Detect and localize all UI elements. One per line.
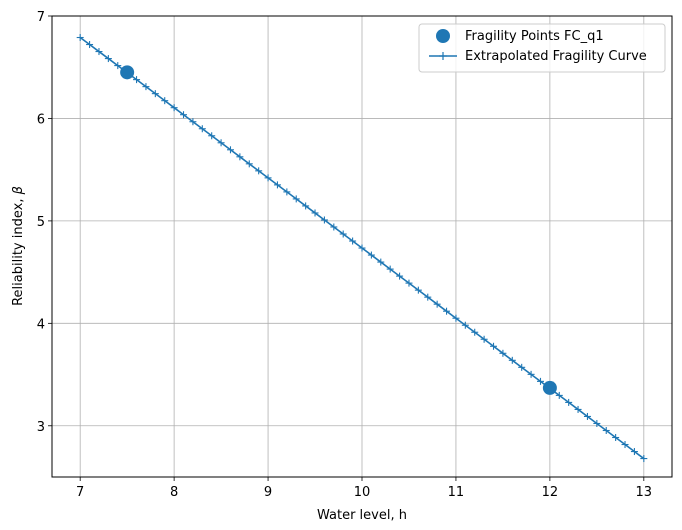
extrapolated-curve-marker <box>292 195 300 203</box>
extrapolated-curve-marker <box>574 405 582 413</box>
y-tick-label: 5 <box>37 215 45 230</box>
extrapolated-curve-marker <box>255 167 263 175</box>
y-tick-label: 4 <box>37 317 45 332</box>
extrapolated-curve-marker <box>565 398 573 406</box>
extrapolated-curve-marker <box>339 230 347 238</box>
extrapolated-curve-marker <box>76 34 84 42</box>
y-tick-label: 7 <box>37 10 45 25</box>
y-tick-label: 6 <box>37 112 45 127</box>
extrapolated-curve-marker <box>593 419 601 427</box>
x-tick-label: 7 <box>76 485 84 500</box>
extrapolated-curve-marker <box>236 153 244 161</box>
extrapolated-curve-marker <box>311 209 319 217</box>
extrapolated-curve-marker <box>480 335 488 343</box>
x-tick-label: 10 <box>354 485 371 500</box>
extrapolated-curve-marker <box>433 300 441 308</box>
extrapolated-curve-marker <box>471 328 479 336</box>
extrapolated-curve-marker <box>396 272 404 280</box>
extrapolated-curve-marker <box>424 293 432 301</box>
extrapolated-curve-marker <box>621 441 629 449</box>
x-tick-label: 8 <box>170 485 178 500</box>
extrapolated-curve-marker <box>180 111 188 119</box>
y-axis-label: Reliability index, β <box>11 186 26 306</box>
extrapolated-curve-marker <box>245 160 253 168</box>
x-axis-label: Water level, h <box>317 508 407 523</box>
extrapolated-curve-marker <box>161 97 169 105</box>
extrapolated-curve-marker <box>555 391 563 399</box>
legend: Fragility Points FC_q1 Extrapolated Frag… <box>418 23 666 73</box>
x-axis: 7 8 9 10 11 12 13 <box>76 477 652 500</box>
extrapolated-curve-marker <box>133 76 141 84</box>
extrapolated-curve-marker <box>630 448 638 456</box>
extrapolated-curve-marker <box>536 377 544 385</box>
y-axis: 3 4 5 6 7 <box>37 10 52 435</box>
x-tick-label: 13 <box>636 485 653 500</box>
extrapolated-curve-marker <box>198 125 206 133</box>
extrapolated-curve-marker <box>104 55 112 63</box>
extrapolated-curve-marker <box>499 349 507 357</box>
x-tick-label: 12 <box>542 485 559 500</box>
fragility-point <box>542 380 557 395</box>
extrapolated-curve-marker <box>189 118 197 126</box>
extrapolated-curve-marker <box>349 237 357 245</box>
extrapolated-curve-marker <box>508 356 516 364</box>
extrapolated-curve-marker <box>330 223 338 231</box>
x-tick-label: 11 <box>448 485 465 500</box>
extrapolated-curve-marker <box>461 321 469 329</box>
extrapolated-curve-marker <box>527 370 535 378</box>
extrapolated-curve-marker <box>443 307 451 315</box>
extrapolated-curve-marker <box>264 174 272 182</box>
legend-marker-fragility-points <box>436 29 450 43</box>
extrapolated-curve-marker <box>414 286 422 294</box>
y-tick-label: 3 <box>37 420 45 435</box>
legend-marker-extrapolated-curve <box>439 52 447 60</box>
extrapolated-curve-marker <box>320 216 328 224</box>
extrapolated-curve-marker <box>226 146 234 154</box>
extrapolated-curve-marker <box>358 244 366 252</box>
fragility-point <box>120 65 135 80</box>
extrapolated-curve-marker <box>283 188 291 196</box>
extrapolated-curve-marker <box>170 104 178 112</box>
extrapolated-curve-marker <box>405 279 413 287</box>
extrapolated-curve-marker <box>95 48 103 56</box>
extrapolated-curve-marker <box>490 342 498 350</box>
legend-label-extrapolated-curve: Extrapolated Fragility Curve <box>465 49 647 64</box>
extrapolated-curve-marker <box>142 83 150 91</box>
extrapolated-curve-marker <box>452 314 460 322</box>
fragility-points-group <box>120 65 557 395</box>
extrapolated-curve-marker <box>377 258 385 266</box>
extrapolated-curve-marker <box>583 412 591 420</box>
extrapolated-curve-marker <box>86 41 94 49</box>
extrapolated-curve-marker <box>518 363 526 371</box>
extrapolated-curve-marker <box>151 90 159 98</box>
x-tick-label: 9 <box>264 485 272 500</box>
extrapolated-curve-marker <box>640 455 648 463</box>
extrapolated-curve-marker <box>208 132 216 140</box>
extrapolated-curve-marker <box>273 181 281 189</box>
legend-label-fragility-points: Fragility Points FC_q1 <box>465 29 604 44</box>
extrapolated-curve-marker <box>302 202 310 210</box>
extrapolated-curve-marker <box>367 251 375 259</box>
extrapolated-curve-marker <box>612 434 620 442</box>
extrapolated-curve-marker <box>386 265 394 273</box>
extrapolated-curve-marker <box>602 426 610 434</box>
extrapolated-curve-marker <box>114 62 122 70</box>
legend-box <box>418 23 666 73</box>
extrapolated-curve-marker <box>217 139 225 147</box>
